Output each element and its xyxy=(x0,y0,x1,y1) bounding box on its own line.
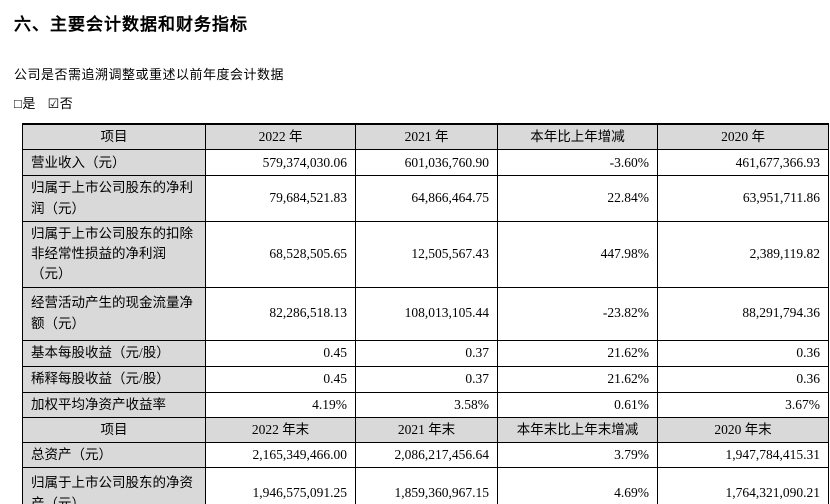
value-cell-change: 22.84% xyxy=(497,175,658,222)
value-cell-2022: 1,946,575,091.25 xyxy=(205,467,356,504)
value-cell-2020: 461,677,366.93 xyxy=(657,149,829,177)
value-cell-2022: 579,374,030.06 xyxy=(205,149,356,177)
header-cell-2020: 2020 年 xyxy=(657,123,829,151)
row-label-cell: 归属于上市公司股东的扣除非经常性损益的净利润（元） xyxy=(22,220,206,288)
section-title: 六、主要会计数据和财务指标 xyxy=(14,15,248,34)
value-cell-2022: 4.19% xyxy=(205,391,356,418)
value-cell-2020: 1,947,784,415.31 xyxy=(657,441,829,469)
table-row-operating-cash-flow: 经营活动产生的现金流量净额（元） 82,286,518.13 108,013,1… xyxy=(22,286,829,341)
header-cell-2022-end: 2022 年末 xyxy=(205,416,356,444)
table-row-net-profit: 归属于上市公司股东的净利润（元） 79,684,521.83 64,866,46… xyxy=(22,175,829,222)
table-row-weighted-avg-roe: 加权平均净资产收益率 4.19% 3.58% 0.61% 3.67% xyxy=(22,391,829,418)
header-cell-yoy-change: 本年比上年增减 xyxy=(497,123,658,151)
value-cell-change: -23.82% xyxy=(497,286,658,341)
financial-indicators-table: 项目 2022 年 2021 年 本年比上年增减 2020 年 营业收入（元） … xyxy=(22,123,829,504)
restatement-answer: □是 ☑否 xyxy=(14,93,830,112)
value-cell-change: 0.61% xyxy=(497,391,658,418)
table-row-operating-revenue: 营业收入（元） 579,374,030.06 601,036,760.90 -3… xyxy=(22,149,829,177)
row-label-cell: 归属于上市公司股东的净资产（元） xyxy=(22,467,206,504)
header-cell-item: 项目 xyxy=(22,416,206,444)
row-label-cell: 加权平均净资产收益率 xyxy=(22,391,206,418)
value-cell-2020: 2,389,119.82 xyxy=(657,220,829,288)
value-cell-2021: 12,505,567.43 xyxy=(355,220,498,288)
value-cell-2021: 3.58% xyxy=(355,391,498,418)
restatement-question: 公司是否需追溯调整或重述以前年度会计数据 xyxy=(14,67,285,82)
table-row-basic-eps: 基本每股收益（元/股） 0.45 0.37 21.62% 0.36 xyxy=(22,339,829,367)
value-cell-change: 21.62% xyxy=(497,339,658,367)
value-cell-2021: 108,013,105.44 xyxy=(355,286,498,341)
no-checkbox-checked: ☑否 xyxy=(47,96,74,111)
yes-checkbox: □是 xyxy=(14,96,36,111)
value-cell-2021: 0.37 xyxy=(355,339,498,367)
row-label-cell: 基本每股收益（元/股） xyxy=(22,339,206,367)
value-cell-2020: 0.36 xyxy=(657,339,829,367)
value-cell-2020: 63,951,711.86 xyxy=(657,175,829,222)
value-cell-change: 447.98% xyxy=(497,220,658,288)
row-label-cell: 营业收入（元） xyxy=(22,149,206,177)
value-cell-2022: 0.45 xyxy=(205,365,356,393)
header-cell-2020-end: 2020 年末 xyxy=(657,416,829,444)
value-cell-2021: 1,859,360,967.15 xyxy=(355,467,498,504)
value-cell-2022: 2,165,349,466.00 xyxy=(205,441,356,469)
value-cell-change: 21.62% xyxy=(497,365,658,393)
value-cell-2022: 82,286,518.13 xyxy=(205,286,356,341)
header-cell-year-end-change: 本年末比上年末增减 xyxy=(497,416,658,444)
row-label-cell: 稀释每股收益（元/股） xyxy=(22,365,206,393)
value-cell-2022: 68,528,505.65 xyxy=(205,220,356,288)
table-row-net-assets: 归属于上市公司股东的净资产（元） 1,946,575,091.25 1,859,… xyxy=(22,467,829,504)
table-row-net-profit-after-non-recurring: 归属于上市公司股东的扣除非经常性损益的净利润（元） 68,528,505.65 … xyxy=(22,220,829,288)
table-row-total-assets: 总资产（元） 2,165,349,466.00 2,086,217,456.64… xyxy=(22,441,829,469)
header-cell-2021-end: 2021 年末 xyxy=(355,416,498,444)
header-cell-2021: 2021 年 xyxy=(355,123,498,151)
value-cell-2022: 79,684,521.83 xyxy=(205,175,356,222)
value-cell-2020: 1,764,321,090.21 xyxy=(657,467,829,504)
value-cell-change: -3.60% xyxy=(497,149,658,177)
value-cell-2022: 0.45 xyxy=(205,339,356,367)
value-cell-2020: 3.67% xyxy=(657,391,829,418)
value-cell-2020: 0.36 xyxy=(657,365,829,393)
value-cell-2020: 88,291,794.36 xyxy=(657,286,829,341)
value-cell-2021: 0.37 xyxy=(355,365,498,393)
row-label-cell: 总资产（元） xyxy=(22,441,206,469)
table-header-row-year-end: 项目 2022 年末 2021 年末 本年末比上年末增减 2020 年末 xyxy=(22,416,829,444)
value-cell-change: 3.79% xyxy=(497,441,658,469)
table-row-diluted-eps: 稀释每股收益（元/股） 0.45 0.37 21.62% 0.36 xyxy=(22,365,829,393)
value-cell-2021: 64,866,464.75 xyxy=(355,175,498,222)
value-cell-2021: 601,036,760.90 xyxy=(355,149,498,177)
row-label-cell: 经营活动产生的现金流量净额（元） xyxy=(22,286,206,341)
value-cell-2021: 2,086,217,456.64 xyxy=(355,441,498,469)
table-header-row-annual: 项目 2022 年 2021 年 本年比上年增减 2020 年 xyxy=(22,123,829,151)
header-cell-item: 项目 xyxy=(22,123,206,151)
row-label-cell: 归属于上市公司股东的净利润（元） xyxy=(22,175,206,222)
header-cell-2022: 2022 年 xyxy=(205,123,356,151)
value-cell-change: 4.69% xyxy=(497,467,658,504)
